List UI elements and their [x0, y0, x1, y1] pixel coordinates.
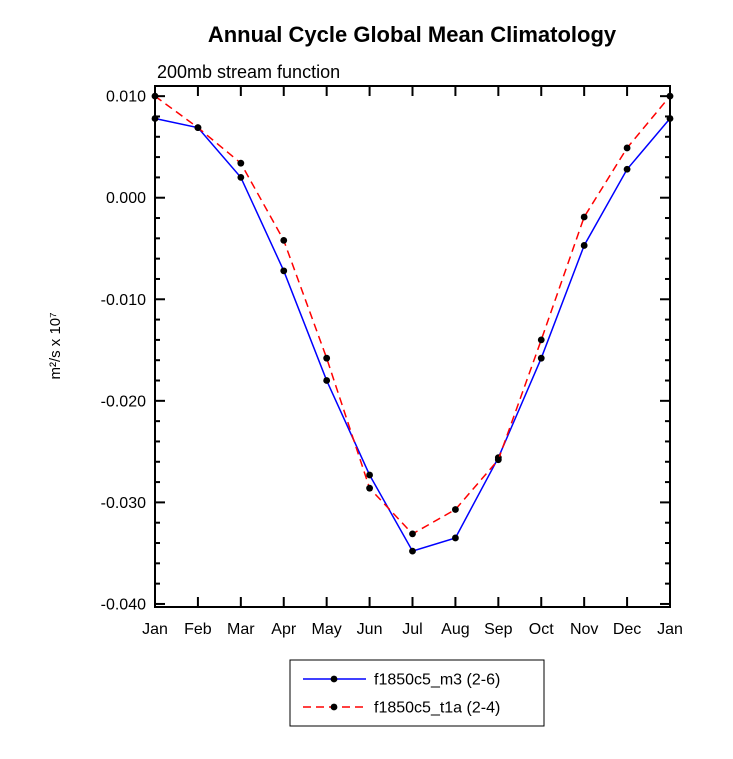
plot-area: 0.010 0.000 -0.010 -0.020 -0.030 -0.040 Jan Feb… [101, 85, 683, 638]
x-tick-label: Feb [184, 621, 212, 638]
y-tick-label: -0.040 [101, 596, 146, 613]
chart-title: Annual Cycle Global Mean Climatology [208, 22, 617, 47]
legend: f1850c5_m3 (2-6) f1850c5_t1a (2-4) [289, 659, 545, 727]
legend-label: f1850c5_m3 (2-6) [374, 672, 500, 689]
x-tick-label: Sep [484, 621, 513, 638]
series-line-1 [154, 95, 671, 535]
data-point-marker [366, 471, 373, 479]
x-tick-label: Oct [529, 621, 554, 638]
y-axis-label: m²/s x 10⁷ [47, 312, 64, 379]
x-tick-label: Mar [227, 621, 255, 638]
data-point-marker [237, 159, 245, 167]
data-point-marker [452, 534, 459, 542]
data-point-marker [194, 124, 202, 132]
data-point-marker [151, 92, 159, 100]
data-point-marker [537, 354, 545, 362]
data-point-marker [580, 242, 588, 249]
chart-subtitle: 200mb stream function [157, 62, 340, 82]
y-tick-label: 0.000 [106, 190, 146, 207]
data-point-marker [280, 236, 288, 244]
data-point-marker [323, 354, 331, 362]
data-point-marker [666, 92, 674, 100]
data-point-marker [409, 547, 416, 555]
data-point-marker [666, 115, 674, 122]
y-tick-label: 0.010 [106, 89, 146, 106]
data-point-marker [452, 506, 459, 513]
x-tick-label: Jan [657, 621, 683, 638]
data-point-marker [151, 115, 159, 122]
legend-label: f1850c5_t1a (2-4) [374, 700, 500, 717]
x-tick-label: Apr [271, 621, 297, 638]
y-tick-label: -0.010 [101, 292, 146, 309]
data-point-marker [580, 213, 588, 221]
data-point-marker [280, 267, 288, 275]
legend-marker [330, 703, 338, 711]
data-point-marker [623, 144, 631, 152]
data-point-marker [237, 174, 245, 181]
data-point-marker [494, 456, 502, 464]
x-tick-label: Jul [402, 621, 422, 638]
data-point-marker [323, 377, 331, 384]
y-tick-label: -0.030 [101, 495, 146, 512]
series-line-0 [154, 117, 671, 553]
x-tick-label: Jun [357, 621, 383, 638]
x-tick-label: Nov [570, 621, 598, 638]
data-point-marker [537, 336, 545, 344]
x-tick-label: Aug [441, 621, 469, 638]
data-point-marker [409, 530, 416, 538]
plot-frame [154, 85, 671, 608]
x-tick-label: May [312, 621, 342, 638]
data-point-marker [366, 484, 373, 492]
legend-box [289, 659, 545, 727]
x-tick-label: Dec [613, 621, 641, 638]
x-tick-label: Jan [142, 621, 168, 638]
legend-marker [330, 675, 338, 683]
y-tick-label: -0.020 [101, 393, 146, 410]
data-point-marker [623, 165, 631, 173]
